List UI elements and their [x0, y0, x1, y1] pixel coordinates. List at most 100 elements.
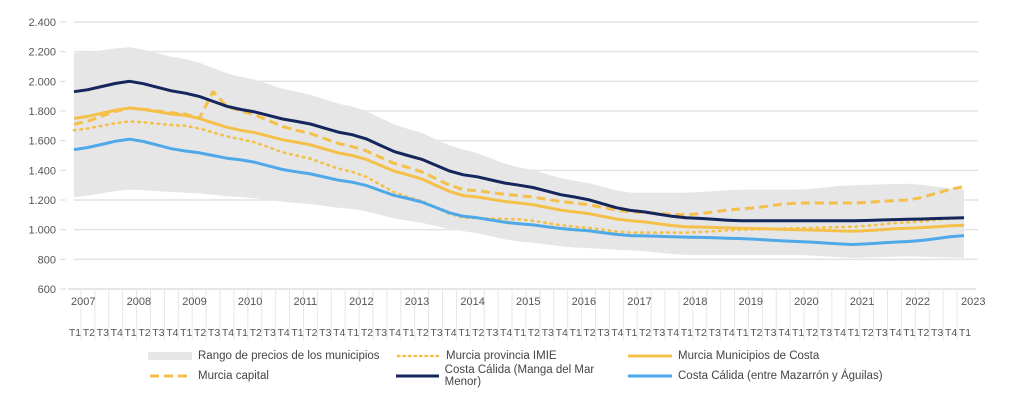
x-quarter-label: T4 — [889, 327, 901, 339]
x-quarter-label: T4 — [333, 327, 345, 339]
legend-swatch-blue — [628, 374, 672, 378]
price-range-band — [74, 47, 964, 258]
price-chart: 600 800 1.000 1.200 1.400 1.600 1.800 2.000 2.20… — [28, 17, 985, 340]
series-line-murcia-provincia-imie — [72, 120, 966, 234]
x-year-label: 2019 — [739, 296, 763, 308]
y-tick-label: 2.000 — [28, 76, 56, 88]
legend-item-imie: Murcia provincia IMIE — [396, 350, 628, 362]
x-quarter-label: T2 — [750, 327, 762, 339]
legend-item-costa: Murcia Municipios de Costa — [628, 350, 908, 362]
x-quarter-label: T3 — [319, 327, 331, 339]
range-band-area — [74, 47, 964, 258]
x-year-label: 2016 — [572, 296, 596, 308]
x-quarter-label: T1 — [569, 327, 581, 339]
x-quarter-label: T1 — [180, 327, 192, 339]
x-year-label: 2013 — [405, 296, 429, 308]
y-tick-label: 1.400 — [28, 165, 56, 177]
x-year-label: 2017 — [627, 296, 651, 308]
y-tick-label: 600 — [38, 284, 56, 296]
legend-label: Costa Cálida (entre Mazarrón y Águilas) — [678, 370, 883, 382]
x-quarter-label: T4 — [389, 327, 401, 339]
x-quarter-label: T3 — [931, 327, 943, 339]
x-year-label: 2022 — [905, 296, 929, 308]
y-tick-label: 2.400 — [28, 17, 56, 29]
y-axis: 600 800 1.000 1.200 1.400 1.600 1.800 2.000 2.20… — [28, 17, 66, 296]
x-quarter-label: T3 — [709, 327, 721, 339]
x-quarter-label: T2 — [917, 327, 929, 339]
x-year-label: 2021 — [850, 296, 874, 308]
x-quarter-label: T1 — [69, 327, 81, 339]
series-line-costa-calida-entre-mazarron-y-aguilas — [73, 137, 965, 246]
x-quarter-label: T3 — [820, 327, 832, 339]
y-tick-label: 2.200 — [28, 47, 56, 59]
x-quarter-label: T1 — [124, 327, 136, 339]
x-quarter-label: T4 — [722, 327, 734, 339]
x-quarter-label: T3 — [486, 327, 498, 339]
x-quarter-label: T4 — [778, 327, 790, 339]
legend-swatch-range — [148, 352, 192, 360]
legend-row-1: Rango de precios de los municipios Murci… — [148, 346, 908, 366]
x-quarter-label: T4 — [611, 327, 623, 339]
x-quarter-label: T4 — [111, 327, 123, 339]
y-tick-label: 1.600 — [28, 136, 56, 148]
x-quarter-label: T3 — [430, 327, 442, 339]
x-quarter-label: T2 — [305, 327, 317, 339]
x-quarter-label: T2 — [639, 327, 651, 339]
y-tick-label: 1.800 — [28, 106, 56, 118]
x-quarter-label: T1 — [792, 327, 804, 339]
legend: Rango de precios de los municipios Murci… — [148, 346, 908, 388]
x-quarter-label: T2 — [695, 327, 707, 339]
x-year-label: 2012 — [349, 296, 373, 308]
x-quarter-label: T2 — [862, 327, 874, 339]
x-quarter-label: T3 — [597, 327, 609, 339]
x-year-label: 2008 — [127, 296, 151, 308]
legend-item-range: Rango de precios de los municipios — [148, 350, 396, 362]
x-quarter-label: T3 — [264, 327, 276, 339]
x-quarter-label: T1 — [236, 327, 248, 339]
x-quarter-label: T3 — [764, 327, 776, 339]
legend-swatch-dotted — [396, 354, 440, 358]
x-quarter-label: T3 — [152, 327, 164, 339]
x-quarter-label: T1 — [514, 327, 526, 339]
series-lines — [72, 79, 966, 246]
x-quarter-label: T1 — [403, 327, 415, 339]
x-quarter-label: T2 — [417, 327, 429, 339]
x-year-label: 2009 — [182, 296, 206, 308]
x-year-label: 2014 — [460, 296, 484, 308]
x-quarter-label: T2 — [83, 327, 95, 339]
x-year-label: 2015 — [516, 296, 540, 308]
x-quarter-label: T3 — [542, 327, 554, 339]
x-quarter-label: T4 — [277, 327, 289, 339]
x-quarter-label: T4 — [222, 327, 234, 339]
x-quarter-label: T1 — [903, 327, 915, 339]
legend-label: Murcia capital — [198, 370, 269, 382]
x-quarter-label: T4 — [945, 327, 957, 339]
x-quarter-label: T1 — [347, 327, 359, 339]
x-year-label: 2020 — [794, 296, 818, 308]
x-quarter-label: T3 — [653, 327, 665, 339]
x-quarter-label: T1 — [625, 327, 637, 339]
legend-item-capital: Murcia capital — [148, 370, 396, 382]
x-quarter-label: T1 — [681, 327, 693, 339]
y-tick-label: 1.000 — [28, 225, 56, 237]
legend-label: Costa Cálida (Manga del Mar Menor) — [444, 364, 595, 388]
x-quarter-label: T3 — [875, 327, 887, 339]
x-quarter-label: T2 — [138, 327, 150, 339]
x-quarter-label: T1 — [848, 327, 860, 339]
legend-label: Rango de precios de los municipios — [198, 350, 380, 362]
x-quarter-label: T4 — [166, 327, 178, 339]
legend-swatch-navy — [396, 374, 439, 378]
legend-row-2: Murcia capital Costa Cálida (Manga del M… — [148, 364, 908, 388]
x-quarter-label: T1 — [458, 327, 470, 339]
x-quarter-label: T4 — [444, 327, 456, 339]
legend-item-manga: Costa Cálida (Manga del Mar Menor) — [396, 364, 628, 388]
series-line-murcia-municipios-de-costa — [73, 106, 965, 233]
legend-item-mazarron: Costa Cálida (entre Mazarrón y Águilas) — [628, 370, 908, 382]
x-quarter-label: T1 — [291, 327, 303, 339]
x-quarter-label: T4 — [834, 327, 846, 339]
x-quarter-label: T2 — [361, 327, 373, 339]
legend-label: Murcia Municipios de Costa — [678, 350, 820, 362]
legend-swatch-dashed — [150, 374, 192, 378]
x-year-label: 2007 — [71, 296, 95, 308]
x-quarter-label: T2 — [194, 327, 206, 339]
